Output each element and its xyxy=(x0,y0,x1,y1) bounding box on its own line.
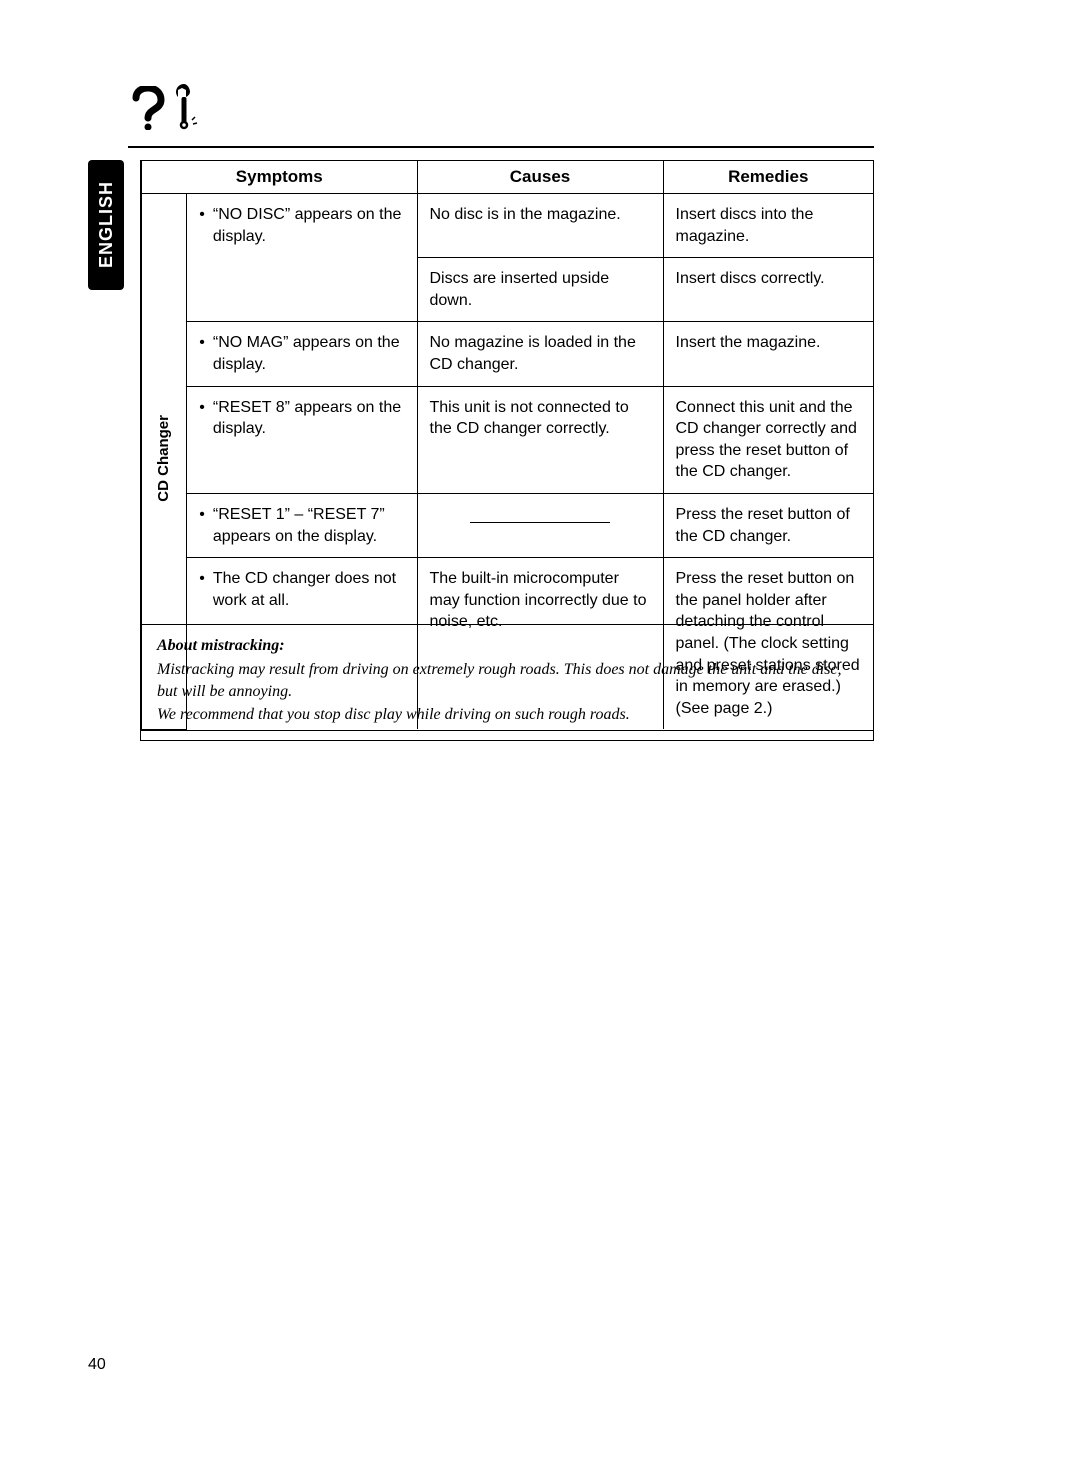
cause-cell: No disc is in the magazine. xyxy=(417,194,663,258)
remedy-cell: Press the reset button of the CD changer… xyxy=(663,493,873,557)
symptom-text: “NO MAG” appears on the display. xyxy=(199,332,404,375)
mistracking-note: About mistracking: Mistracking may resul… xyxy=(140,624,874,741)
symptom-cell: “NO DISC” appears on the display. xyxy=(187,194,417,322)
cause-cell: This unit is not connected to the CD cha… xyxy=(417,386,663,493)
language-tab-label: ENGLISH xyxy=(96,181,117,268)
table-row: “RESET 1” – “RESET 7” appears on the dis… xyxy=(142,493,873,557)
symptom-cell: “NO MAG” appears on the display. xyxy=(187,322,417,386)
cause-cell: No magazine is loaded in the CD changer. xyxy=(417,322,663,386)
wrench-icon xyxy=(170,82,198,135)
note-title: About mistracking: xyxy=(157,637,857,655)
page-number: 40 xyxy=(88,1356,106,1374)
symptom-cell: “RESET 8” appears on the display. xyxy=(187,386,417,493)
symptom-text: “RESET 1” – “RESET 7” appears on the dis… xyxy=(199,504,404,547)
header-remedies: Remedies xyxy=(663,161,873,194)
remedy-cell: Insert the magazine. xyxy=(663,322,873,386)
table-row: CD Changer “NO DISC” appears on the disp… xyxy=(142,194,873,258)
header-causes: Causes xyxy=(417,161,663,194)
troubleshooting-header-icons xyxy=(128,82,198,135)
cause-cell-blank xyxy=(417,493,663,557)
note-body-1: Mistracking may result from driving on e… xyxy=(157,659,857,704)
category-label: CD Changer xyxy=(154,415,174,502)
question-mark-icon xyxy=(128,86,166,135)
header-symptoms: Symptoms xyxy=(142,161,417,194)
language-tab: ENGLISH xyxy=(88,160,124,290)
note-body-2: We recommend that you stop disc play whi… xyxy=(157,704,857,726)
table-row: “NO MAG” appears on the display. No maga… xyxy=(142,322,873,386)
table-header-row: Symptoms Causes Remedies xyxy=(142,161,873,194)
symptom-text: “RESET 8” appears on the display. xyxy=(199,397,404,440)
symptom-text: The CD changer does not work at all. xyxy=(199,568,404,611)
remedy-cell: Insert discs correctly. xyxy=(663,258,873,322)
blank-line xyxy=(470,522,610,523)
table-row: “RESET 8” appears on the display. This u… xyxy=(142,386,873,493)
header-rule xyxy=(128,146,874,148)
remedy-cell: Connect this unit and the CD changer cor… xyxy=(663,386,873,493)
symptom-cell: “RESET 1” – “RESET 7” appears on the dis… xyxy=(187,493,417,557)
remedy-cell: Insert discs into the magazine. xyxy=(663,194,873,258)
cause-cell: Discs are inserted upside down. xyxy=(417,258,663,322)
symptom-text: “NO DISC” appears on the display. xyxy=(199,204,404,247)
